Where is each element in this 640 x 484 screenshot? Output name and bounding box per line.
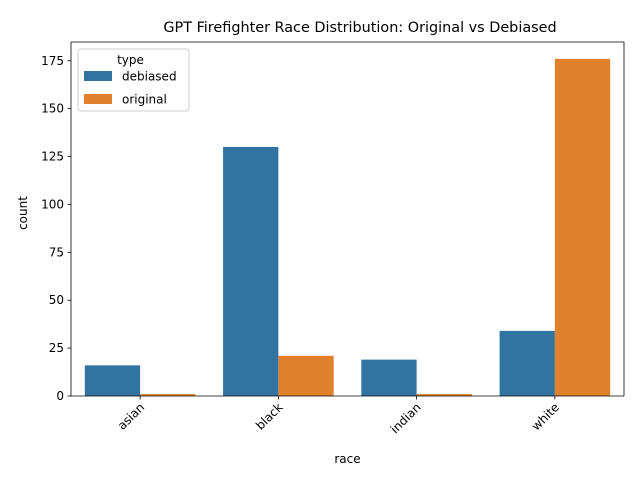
bar-original-white — [554, 58, 611, 396]
y-tick-label: 100 — [41, 197, 64, 211]
y-tick-label: 125 — [41, 150, 64, 164]
legend-label-original: original — [122, 93, 167, 107]
x-tick-label: indian — [388, 400, 424, 436]
x-tick-label: asian — [115, 400, 147, 432]
bar-original-asian — [140, 394, 196, 396]
y-tick-label: 25 — [49, 341, 64, 355]
legend-title: type — [117, 53, 144, 67]
y-tick-label: 75 — [49, 245, 64, 259]
y-axis-label: count — [16, 196, 30, 230]
x-tick-label: black — [253, 400, 285, 432]
bar-debiased-black — [223, 146, 279, 396]
legend-swatch-original — [84, 94, 112, 104]
y-tick-label: 150 — [41, 102, 64, 116]
bar-original-black — [278, 355, 334, 396]
bar-debiased-asian — [84, 365, 141, 396]
y-tick-label: 0 — [56, 389, 64, 403]
legend-swatch-debiased — [84, 71, 112, 81]
bar-debiased-white — [499, 330, 555, 396]
x-axis-label: race — [334, 452, 360, 466]
bar-original-indian — [416, 394, 472, 396]
bar-debiased-indian — [361, 359, 417, 396]
y-tick-label: 175 — [41, 54, 64, 68]
legend: type debiased original — [77, 48, 190, 112]
chart-title: GPT Firefighter Race Distribution: Origi… — [163, 20, 556, 36]
plot-area: 0 25 50 75 100 125 150 175 asian black indian white… — [41, 41, 625, 436]
x-tick-label: white — [529, 400, 562, 433]
y-tick-label: 50 — [49, 293, 64, 307]
legend-label-debiased: debiased — [122, 70, 177, 84]
